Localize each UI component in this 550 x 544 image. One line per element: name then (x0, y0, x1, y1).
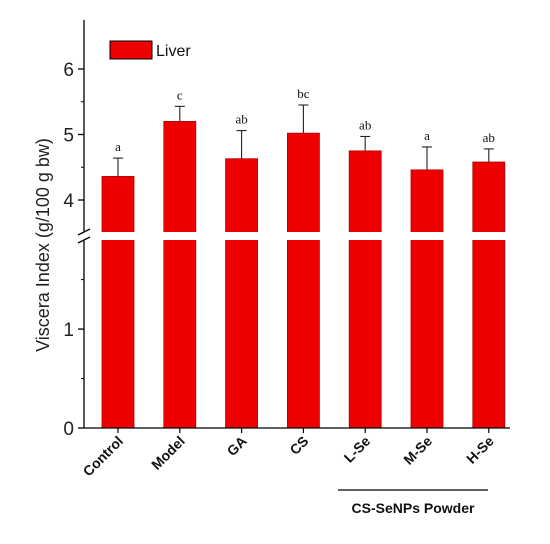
significance-label: ab (483, 130, 495, 145)
bar-cs (286, 132, 320, 429)
group-label: CS-SeNPs Powder (352, 500, 475, 516)
significance-label: a (424, 128, 430, 143)
legend-label: Liver (156, 43, 191, 60)
significance-label: ab (235, 112, 247, 127)
bars-layer (101, 121, 506, 429)
axis-break-mark (77, 228, 91, 236)
legend: Liver (109, 40, 191, 60)
significance-label: bc (297, 86, 310, 101)
significance-label: c (177, 87, 183, 102)
bar-ga (225, 158, 259, 429)
significance-label: a (115, 139, 121, 154)
bar-l-se (348, 150, 382, 429)
bar-model (163, 121, 197, 429)
axes-layer: 0 1 4 5 6 (63, 20, 510, 440)
y-tick-label: 5 (63, 126, 74, 147)
error-bars-layer (113, 104, 494, 177)
significance-label: ab (359, 117, 371, 132)
bar-h-se (472, 161, 506, 429)
legend-swatch (109, 40, 153, 60)
y-tick-label: 0 (63, 419, 74, 440)
significance-labels-layer: a c ab bc ab a ab (115, 86, 495, 154)
y-tick-label: 6 (63, 60, 74, 81)
bar-control (101, 176, 135, 429)
axis-break-mark (77, 236, 91, 244)
y-axis-title: Viscera Index (g/100 g bw) (33, 138, 53, 352)
y-tick-label: 1 (63, 320, 74, 341)
axis-break-gap (78, 232, 510, 240)
bar-m-se (410, 169, 444, 429)
y-tick-label: 4 (63, 191, 74, 212)
